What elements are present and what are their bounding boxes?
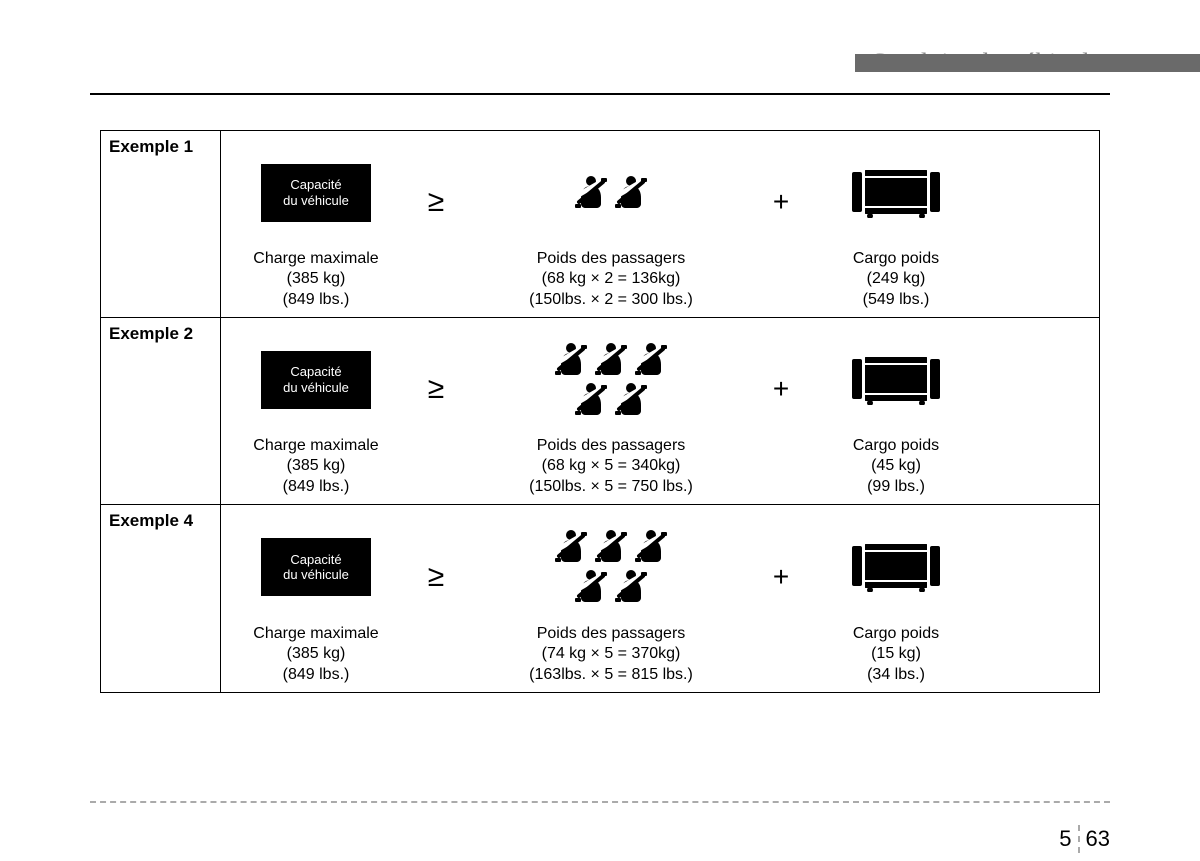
- passengers-caption: Poids des passagers (68 kg × 5 = 340kg) …: [529, 436, 693, 504]
- gte-operator: ≥: [401, 372, 471, 456]
- row-body: Capacitédu véhicule Charge maximale (385…: [221, 131, 1099, 317]
- passengers-icons: [573, 174, 649, 212]
- capacity-table: Exemple 1 Capacitédu véhicule Charge max…: [100, 130, 1100, 693]
- seatbelt-passenger-icon: [613, 568, 649, 606]
- passengers-icons: [553, 341, 669, 419]
- row-label: Exemple 4: [101, 505, 221, 692]
- cargo-column: Cargo poids (249 kg) (549 lbs.): [811, 137, 981, 317]
- seatbelt-passenger-icon: [573, 568, 609, 606]
- plus-operator: +: [751, 373, 811, 455]
- cargo-column: Cargo poids (45 kg) (99 lbs.): [811, 324, 981, 504]
- seatbelt-passenger-icon: [553, 341, 589, 379]
- seatbelt-passenger-icon: [633, 528, 669, 566]
- page-separator: [1078, 825, 1080, 853]
- capacity-box-icon: Capacitédu véhicule: [261, 164, 371, 222]
- cargo-caption: Cargo poids (45 kg) (99 lbs.): [853, 436, 939, 504]
- seatbelt-passenger-icon: [553, 528, 589, 566]
- cargo-caption: Cargo poids (15 kg) (34 lbs.): [853, 624, 939, 692]
- passengers-column: Poids des passagers (68 kg × 2 = 136kg) …: [471, 137, 751, 317]
- passengers-column: Poids des passagers (74 kg × 5 = 370kg) …: [471, 511, 751, 692]
- seatbelt-passenger-icon: [593, 528, 629, 566]
- capacity-box-icon: Capacitédu véhicule: [261, 351, 371, 409]
- header-rule: [90, 93, 1110, 95]
- capacity-column: Capacitédu véhicule Charge maximale (385…: [231, 324, 401, 504]
- page-footer-rule: [90, 801, 1110, 841]
- luggage-icon: [850, 542, 942, 592]
- seatbelt-passenger-icon: [573, 381, 609, 419]
- capacity-box-icon: Capacitédu véhicule: [261, 538, 371, 596]
- passengers-icons: [553, 528, 669, 606]
- capacity-caption: Charge maximale (385 kg) (849 lbs.): [253, 624, 378, 692]
- cargo-caption: Cargo poids (249 kg) (549 lbs.): [853, 249, 939, 317]
- seatbelt-passenger-icon: [593, 341, 629, 379]
- gte-operator: ≥: [401, 185, 471, 269]
- row-body: Capacitédu véhicule Charge maximale (385…: [221, 505, 1099, 692]
- capacity-column: Capacitédu véhicule Charge maximale (385…: [231, 137, 401, 317]
- page-section: 5: [1059, 826, 1071, 852]
- seatbelt-passenger-icon: [613, 174, 649, 212]
- luggage-icon: [850, 355, 942, 405]
- table-row: Exemple 4 Capacitédu véhicule Charge max…: [101, 505, 1099, 692]
- seatbelt-passenger-icon: [573, 174, 609, 212]
- passengers-caption: Poids des passagers (68 kg × 2 = 136kg) …: [529, 249, 693, 317]
- table-row: Exemple 1 Capacitédu véhicule Charge max…: [101, 131, 1099, 318]
- row-label: Exemple 2: [101, 318, 221, 504]
- plus-operator: +: [751, 186, 811, 268]
- passengers-caption: Poids des passagers (74 kg × 5 = 370kg) …: [529, 624, 693, 692]
- capacity-caption: Charge maximale (385 kg) (849 lbs.): [253, 436, 378, 504]
- cargo-column: Cargo poids (15 kg) (34 lbs.): [811, 511, 981, 692]
- capacity-caption: Charge maximale (385 kg) (849 lbs.): [253, 249, 378, 317]
- gte-operator: ≥: [401, 560, 471, 644]
- table-row: Exemple 2 Capacitédu véhicule Charge max…: [101, 318, 1099, 505]
- passengers-column: Poids des passagers (68 kg × 5 = 340kg) …: [471, 324, 751, 504]
- row-label: Exemple 1: [101, 131, 221, 317]
- page-num-value: 63: [1086, 826, 1110, 852]
- capacity-column: Capacitédu véhicule Charge maximale (385…: [231, 511, 401, 692]
- seatbelt-passenger-icon: [633, 341, 669, 379]
- luggage-icon: [850, 168, 942, 218]
- header-accent-bar: [855, 54, 1200, 72]
- seatbelt-passenger-icon: [613, 381, 649, 419]
- page-number: 5 63: [1059, 825, 1110, 853]
- row-body: Capacitédu véhicule Charge maximale (385…: [221, 318, 1099, 504]
- plus-operator: +: [751, 561, 811, 643]
